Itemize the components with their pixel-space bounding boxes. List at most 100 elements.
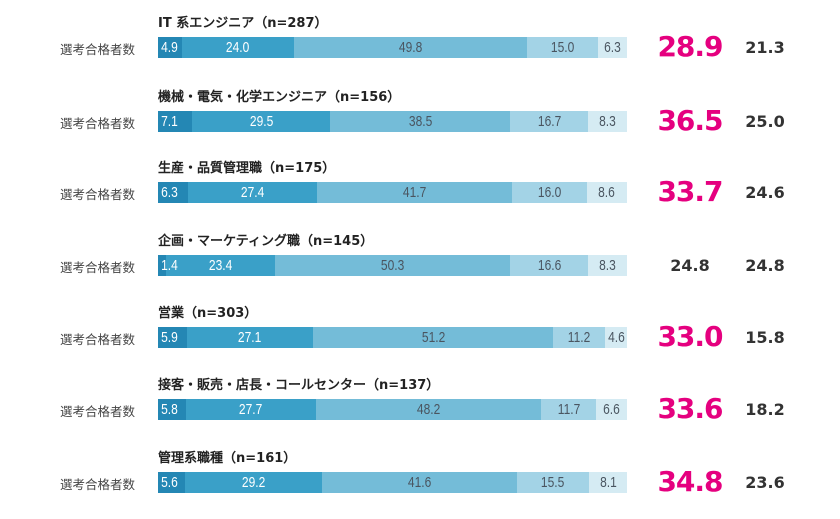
data-label: 6.6 [603, 401, 620, 418]
row-label: 選考合格者数 [60, 404, 136, 419]
highlight-value: 33.0 [657, 320, 723, 353]
data-label: 23.4 [208, 257, 232, 274]
row-title: 企画・マーケティング職（n=145） [158, 234, 374, 249]
bar-segment-3: 41.7 [316, 182, 512, 203]
data-label: 27.4 [240, 184, 265, 201]
row-label: 選考合格者数 [60, 477, 136, 492]
row-title: 管理系職種（n=161） [158, 451, 297, 466]
data-label: 16.7 [537, 113, 561, 130]
bar-segment-2: 27.4 [188, 182, 317, 203]
data-label: 11.2 [568, 329, 591, 346]
bar-segment-2: 27.7 [186, 399, 316, 420]
bar-segment-3: 51.2 [313, 327, 554, 348]
bar-segment-4: 16.6 [510, 255, 589, 276]
chart-row: 営業（n=303） 選考合格者数 5.9 27.1 51.2 11.2 4.6 33.0… [0, 302, 840, 374]
bar-segment-2: 27.1 [186, 327, 314, 348]
chart-row: IT 系エンジニア（n=287） 選考合格者数 4.9 24.0 49.8 15.0 6… [0, 12, 840, 84]
highlight-value: 28.9 [657, 30, 723, 63]
stacked-bar: 7.1 29.5 38.5 16.7 8.3 [158, 111, 628, 132]
bar-segment-5: 6.3 [597, 37, 627, 58]
stacked-bar: 4.9 24.0 49.8 15.0 6.3 [158, 37, 627, 58]
right-value: 24.8 [745, 256, 785, 275]
chart-row: 企画・マーケティング職（n=145） 選考合格者数 1.4 23.4 50.3 16.… [0, 230, 840, 302]
bar-segment-3: 50.3 [275, 255, 511, 276]
right-value: 25.0 [745, 112, 785, 131]
bar-segment-5: 4.6 [605, 327, 627, 348]
right-value: 21.3 [745, 38, 785, 57]
bar-segment-4: 15.0 [527, 37, 598, 58]
highlight-value: 33.7 [657, 175, 723, 208]
bar-segment-2: 23.4 [165, 255, 276, 276]
bar-segment-1: 6.3 [158, 182, 189, 203]
data-label: 41.7 [402, 184, 426, 201]
bar-segment-4: 16.0 [511, 182, 587, 203]
data-label: 8.1 [599, 474, 617, 491]
bar-segment-4: 16.7 [510, 111, 589, 132]
data-label: 7.1 [161, 113, 178, 130]
highlight-value: 36.5 [657, 104, 723, 137]
bar-segment-3: 41.6 [321, 472, 517, 493]
bar-segment-3: 48.2 [315, 399, 542, 420]
bar-segment-2: 29.2 [185, 472, 322, 493]
chart-row: 管理系職種（n=161） 選考合格者数 5.6 29.2 41.6 15.5 8.1 3… [0, 447, 840, 519]
data-label: 5.8 [161, 401, 178, 418]
chart-row: 機械・電気・化学エンジニア（n=156） 選考合格者数 7.1 29.5 38.5 1… [0, 86, 840, 158]
data-label: 4.9 [161, 39, 178, 56]
bar-segment-3: 49.8 [294, 37, 528, 58]
data-label: 8.6 [598, 184, 616, 201]
bar-segment-5: 6.6 [596, 399, 627, 420]
highlight-value: 24.8 [670, 256, 710, 275]
data-label: 29.5 [249, 113, 273, 130]
data-label: 8.3 [599, 113, 616, 130]
highlight-value: 34.8 [657, 465, 723, 498]
bar-segment-1: 4.9 [158, 37, 182, 58]
bar-segment-1: 5.9 [158, 327, 187, 348]
bar-segment-1: 5.8 [158, 399, 187, 420]
row-label: 選考合格者数 [60, 187, 136, 202]
chart-row: 接客・販売・店長・コールセンター（n=137） 選考合格者数 5.8 27.7 48… [0, 374, 840, 446]
data-label: 24.0 [226, 39, 250, 56]
row-title: 接客・販売・店長・コールセンター（n=137） [158, 378, 440, 393]
data-label: 5.6 [161, 474, 178, 491]
row-label: 選考合格者数 [60, 332, 136, 347]
right-value: 24.6 [745, 183, 785, 202]
stacked-bar: 6.3 27.4 41.7 16.0 8.6 [158, 182, 627, 203]
row-title: IT 系エンジニア（n=287） [158, 16, 328, 31]
data-label: 1.4 [161, 257, 178, 274]
bar-segment-4: 11.2 [553, 327, 606, 348]
bar-segment-5: 8.1 [589, 472, 628, 493]
row-title: 生産・品質管理職（n=175） [158, 161, 336, 176]
data-label: 4.6 [607, 329, 625, 346]
data-label: 16.0 [537, 184, 561, 201]
bar-segment-4: 11.7 [541, 399, 597, 420]
data-label: 51.2 [421, 329, 445, 346]
stacked-bar: 5.8 27.7 48.2 11.7 6.6 [158, 399, 627, 420]
bar-segment-2: 29.5 [192, 111, 331, 132]
data-label: 5.9 [161, 329, 178, 346]
stacked-bar: 5.6 29.2 41.6 15.5 8.1 [158, 472, 628, 493]
chart-row: 生産・品質管理職（n=175） 選考合格者数 6.3 27.4 41.7 16.0 8.… [0, 157, 840, 229]
bar-segment-1: 1.4 [158, 255, 178, 276]
bar-segment-3: 38.5 [330, 111, 511, 132]
stacked-bar: 1.4 23.4 50.3 16.6 8.3 [158, 255, 627, 276]
data-label: 27.7 [239, 401, 263, 418]
data-label: 15.0 [550, 39, 575, 56]
highlight-value: 33.6 [657, 392, 723, 425]
bar-segment-2: 24.0 [181, 37, 295, 58]
right-value: 15.8 [745, 328, 785, 347]
bar-segment-5: 8.6 [586, 182, 627, 203]
data-label: 29.2 [241, 474, 266, 491]
data-label: 6.3 [161, 184, 178, 201]
data-label: 8.3 [599, 257, 616, 274]
row-label: 選考合格者数 [60, 260, 136, 275]
right-value: 23.6 [745, 473, 785, 492]
row-title: 営業（n=303） [158, 306, 258, 321]
data-label: 49.8 [399, 39, 423, 56]
stacked-bar: 5.9 27.1 51.2 11.2 4.6 [158, 327, 627, 348]
data-label: 16.6 [537, 257, 561, 274]
data-label: 48.2 [416, 401, 441, 418]
row-title: 機械・電気・化学エンジニア（n=156） [158, 90, 401, 105]
data-label: 11.7 [557, 401, 580, 418]
bar-segment-1: 7.1 [158, 111, 193, 132]
bar-segment-5: 8.3 [588, 111, 628, 132]
